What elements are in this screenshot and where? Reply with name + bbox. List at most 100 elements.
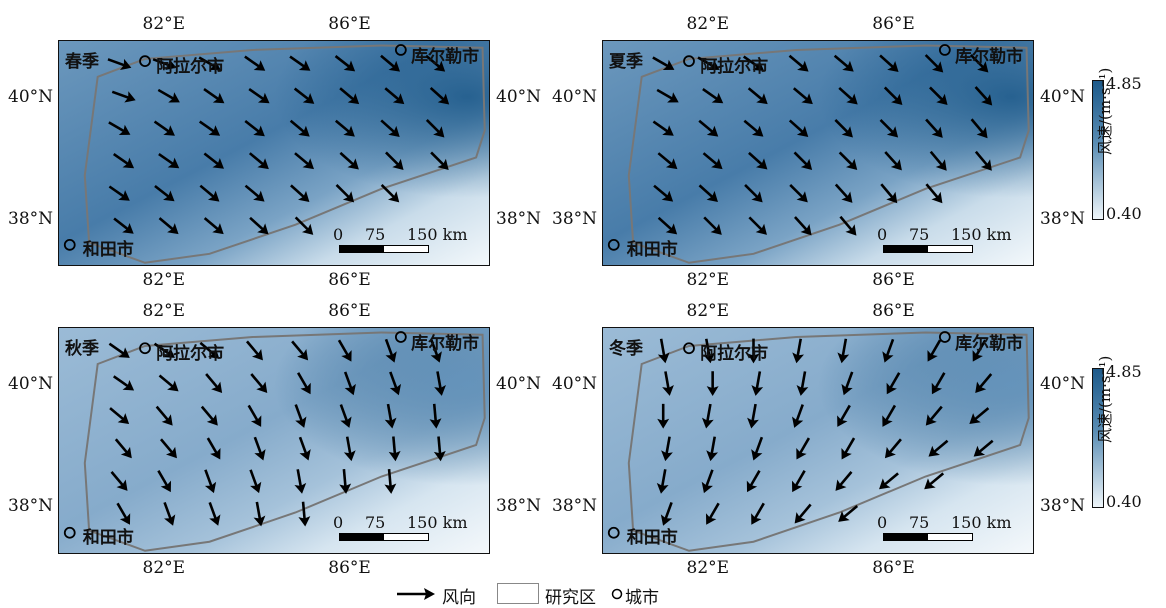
- scale-bar-label: 0: [877, 513, 888, 532]
- wind-arrow: [244, 55, 266, 71]
- city-label: 阿拉尔市: [156, 344, 225, 365]
- wind-arrow: [751, 371, 764, 396]
- wind-arrow: [204, 469, 217, 494]
- wind-arrow: [653, 184, 674, 202]
- wind-arrow: [792, 404, 804, 428]
- wind-arrow: [298, 436, 311, 461]
- lat-tick-label: 40°N: [496, 86, 542, 107]
- wind-arrow: [200, 405, 218, 426]
- city-marker-icon: [683, 55, 695, 68]
- wind-arrow: [199, 341, 220, 359]
- study-area-icon: [497, 583, 539, 604]
- wind-arrow: [247, 404, 262, 427]
- city-marker-icon: [607, 526, 620, 539]
- wind-arrow: [208, 502, 221, 526]
- wind-arrow: [290, 184, 310, 202]
- wind-speed-raster: [59, 41, 489, 265]
- city-label: 库尔勒市: [955, 334, 1024, 355]
- scale-bar-label: 75: [909, 225, 930, 244]
- scale-bar-label: 150 km: [407, 513, 468, 532]
- wind-arrow: [425, 119, 445, 138]
- city-marker-icon: [938, 331, 951, 343]
- lon-tick-label: 82°E: [686, 14, 730, 34]
- legend-study-area: 研究区: [545, 588, 596, 608]
- colorbar-label: 风速/(m·s⁻¹): [1096, 355, 1114, 443]
- wind-arrow: [154, 184, 175, 202]
- wind-arrow: [793, 151, 813, 170]
- colorbar-bottom: 4.85 0.40 风速/(m·s⁻¹): [1092, 356, 1162, 518]
- wind-arrow: [250, 373, 268, 393]
- city-marker-icon: [63, 526, 76, 539]
- lon-tick-label: 86°E: [328, 301, 371, 321]
- wind-arrow: [384, 87, 405, 105]
- wind-arrow: [199, 184, 220, 202]
- wind-map-panel: 秋季 阿拉尔市 库尔勒市 和田市 0 75 150 km: [58, 327, 490, 554]
- wind-arrow: [970, 118, 988, 139]
- map-legend: 风向 研究区 城市: [395, 583, 755, 608]
- wind-arrow: [158, 374, 179, 392]
- wind-arrow: [660, 502, 673, 526]
- wind-arrow: [834, 119, 853, 138]
- wind-arrow: [880, 183, 898, 204]
- wind-arrow: [657, 338, 670, 364]
- wind-arrow: [972, 339, 987, 362]
- wind-arrow: [841, 437, 856, 460]
- wind-arrow: [157, 88, 180, 103]
- wind-arrow: [203, 88, 225, 104]
- lon-tick-label: 86°E: [872, 558, 915, 578]
- wind-arrow: [879, 54, 899, 73]
- wind-arrow: [108, 342, 130, 358]
- lon-tick-label: 86°E: [872, 270, 915, 290]
- wind-arrow: [925, 118, 943, 138]
- wind-arrow: [203, 217, 224, 235]
- wind-arrow: [969, 407, 990, 425]
- wind-arrow: [788, 119, 809, 137]
- wind-arrow: [652, 56, 675, 71]
- wind-arrow: [928, 439, 949, 457]
- wind-arrow: [155, 405, 173, 426]
- wind-speed-raster: [603, 328, 1033, 553]
- wind-arrow: [973, 439, 994, 457]
- wind-arrow: [434, 371, 446, 396]
- lon-tick-label: 82°E: [142, 14, 186, 34]
- wind-arrow: [884, 151, 902, 171]
- wind-arrow: [294, 216, 314, 235]
- city-label: 阿拉尔市: [700, 57, 769, 78]
- wind-arrow: [429, 338, 442, 363]
- wind-arrow: [882, 338, 895, 363]
- wind-arrow: [883, 86, 903, 105]
- lon-tick-label: 86°E: [328, 270, 371, 290]
- scale-bar-label: 75: [365, 513, 386, 532]
- wind-arrow: [791, 470, 806, 493]
- wind-arrow: [380, 183, 400, 203]
- wind-arrow: [796, 437, 811, 460]
- scale-bar-label: 150 km: [951, 513, 1012, 532]
- wind-arrow: [838, 86, 858, 105]
- wind-arrow-icon: [397, 588, 435, 600]
- wind-arrow: [153, 342, 175, 358]
- wind-arrow: [380, 54, 401, 72]
- wind-arrow: [701, 469, 714, 494]
- wind-arrow: [835, 471, 853, 491]
- wind-arrow: [788, 54, 809, 72]
- wind-arrow: [114, 438, 132, 459]
- wind-arrow: [841, 371, 854, 396]
- colorbar-max: 4.85: [1106, 74, 1142, 93]
- wind-arrow: [748, 151, 768, 170]
- city-marker-icon: [63, 238, 76, 251]
- wind-arrow: [112, 152, 135, 169]
- wind-arrow: [113, 217, 134, 234]
- wind-arrow: [794, 503, 812, 524]
- wind-arrow: [702, 88, 724, 104]
- wind-arrow: [746, 470, 761, 493]
- city-label: 库尔勒市: [411, 47, 480, 68]
- lat-tick-label: 40°N: [552, 373, 598, 394]
- wind-arrow: [706, 371, 719, 397]
- scale-bar: 0 75 150 km: [327, 225, 468, 257]
- scale-bar-label: 150 km: [407, 225, 468, 244]
- city-label: 阿拉尔市: [700, 344, 769, 365]
- lat-tick-label: 38°N: [552, 496, 598, 517]
- scale-bar-label: 0: [877, 225, 888, 244]
- wind-arrow: [244, 184, 265, 202]
- wind-arrow: [886, 372, 901, 395]
